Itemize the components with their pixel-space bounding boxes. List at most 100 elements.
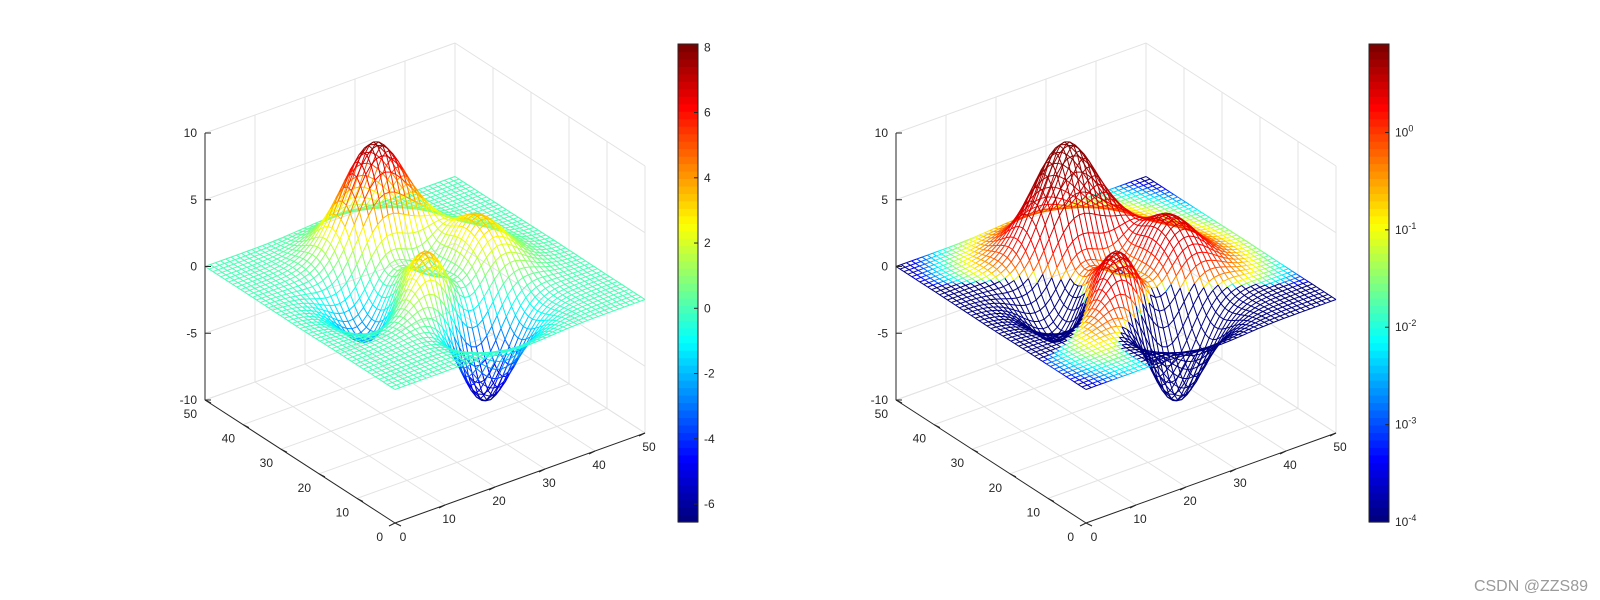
mesh-line bbox=[1153, 196, 1159, 201]
mesh-line bbox=[491, 315, 498, 327]
mesh-line bbox=[273, 287, 279, 291]
mesh-line bbox=[602, 280, 609, 284]
mesh-line bbox=[481, 196, 487, 200]
mesh-line bbox=[317, 280, 324, 285]
mesh-line bbox=[604, 293, 609, 298]
mesh-line bbox=[588, 299, 593, 304]
mesh-line bbox=[358, 350, 364, 354]
mesh-line bbox=[426, 317, 432, 328]
mesh-line bbox=[386, 302, 393, 317]
mesh-line bbox=[382, 218, 388, 237]
mesh-line bbox=[582, 267, 589, 271]
mesh-line bbox=[382, 145, 389, 150]
mesh-line bbox=[609, 275, 614, 280]
mesh-line bbox=[430, 208, 437, 212]
mesh-line bbox=[381, 296, 386, 299]
mesh-line bbox=[478, 384, 484, 391]
mesh-line bbox=[257, 293, 264, 296]
mesh-line bbox=[427, 258, 432, 262]
mesh-line bbox=[279, 298, 286, 301]
mesh-line bbox=[365, 357, 372, 361]
mesh-line bbox=[277, 308, 282, 312]
mesh-line bbox=[408, 337, 414, 342]
mesh-line bbox=[436, 321, 442, 335]
mesh-line bbox=[453, 194, 460, 198]
mesh-line bbox=[294, 300, 299, 305]
mesh-line bbox=[373, 205, 379, 225]
mesh-line bbox=[398, 213, 403, 233]
mesh-line bbox=[432, 203, 438, 207]
mesh-line bbox=[590, 309, 596, 312]
mesh-line bbox=[533, 326, 540, 335]
mesh-line bbox=[578, 317, 584, 321]
mesh-line bbox=[614, 305, 620, 310]
mesh-line bbox=[571, 259, 577, 263]
mesh-line bbox=[439, 209, 446, 212]
mesh-line bbox=[480, 217, 487, 221]
mesh-line bbox=[593, 279, 600, 283]
mesh-line bbox=[373, 364, 378, 369]
mesh-line bbox=[401, 198, 406, 202]
mesh-line bbox=[579, 313, 586, 317]
mesh-line bbox=[384, 375, 390, 378]
mesh-line bbox=[447, 202, 452, 206]
mesh-line bbox=[283, 301, 290, 304]
mesh-line bbox=[435, 207, 442, 210]
mesh-line bbox=[285, 239, 292, 244]
mesh-line bbox=[588, 297, 595, 301]
mesh-line bbox=[555, 316, 562, 322]
mesh-line bbox=[541, 312, 546, 315]
mesh-line bbox=[394, 339, 399, 344]
mesh-line bbox=[324, 338, 330, 343]
mesh-line bbox=[293, 256, 300, 262]
mesh-line bbox=[449, 263, 456, 273]
mesh-line bbox=[443, 199, 448, 204]
mesh-line bbox=[223, 267, 228, 271]
mesh-line bbox=[554, 309, 559, 312]
mesh-line bbox=[283, 302, 289, 307]
axes-grid bbox=[895, 42, 1337, 524]
mesh-line bbox=[379, 174, 385, 195]
mesh-line bbox=[1159, 195, 1164, 199]
mesh-line bbox=[287, 304, 294, 307]
mesh-line bbox=[467, 260, 473, 268]
mesh-line bbox=[294, 250, 301, 257]
mesh-line bbox=[547, 243, 553, 246]
mesh-line bbox=[524, 303, 531, 313]
colorbar-segment bbox=[678, 156, 698, 165]
mesh-line bbox=[455, 355, 461, 359]
mesh-line bbox=[481, 366, 487, 374]
mesh-line bbox=[409, 350, 415, 355]
mesh-line bbox=[549, 269, 555, 272]
mesh-line bbox=[1134, 184, 1139, 188]
mesh-line bbox=[398, 342, 403, 347]
mesh-line bbox=[316, 290, 322, 293]
mesh-line bbox=[380, 202, 387, 205]
mesh-line bbox=[313, 245, 318, 248]
mesh-line bbox=[408, 214, 415, 217]
colorbar-segment bbox=[678, 335, 698, 344]
mesh-line bbox=[334, 338, 340, 341]
mesh-line bbox=[489, 393, 495, 397]
mesh-line bbox=[421, 267, 428, 274]
mesh-line bbox=[312, 283, 318, 288]
mesh-line bbox=[272, 241, 277, 245]
mesh-line bbox=[370, 191, 376, 200]
mesh-line bbox=[424, 198, 430, 202]
mesh-line bbox=[363, 176, 369, 188]
mesh-line bbox=[429, 199, 435, 202]
mesh-line bbox=[576, 289, 583, 293]
mesh-line bbox=[469, 357, 475, 360]
mesh-line bbox=[479, 202, 485, 207]
mesh-line bbox=[532, 318, 537, 321]
mesh-line bbox=[596, 270, 602, 274]
mesh-line bbox=[613, 308, 620, 312]
mesh-line bbox=[606, 282, 613, 286]
mesh-line bbox=[545, 234, 551, 239]
mesh-line bbox=[254, 271, 260, 276]
mesh-line bbox=[305, 293, 311, 300]
mesh-line bbox=[280, 278, 286, 282]
mesh-line bbox=[448, 363, 454, 367]
mesh-line bbox=[496, 304, 503, 316]
